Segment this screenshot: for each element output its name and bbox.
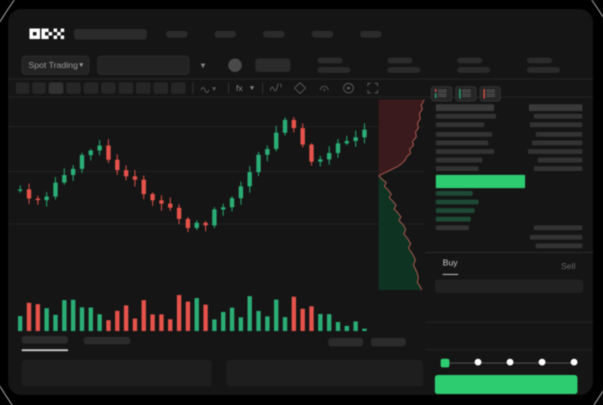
svg-text:▼: ▼ [211,86,218,93]
